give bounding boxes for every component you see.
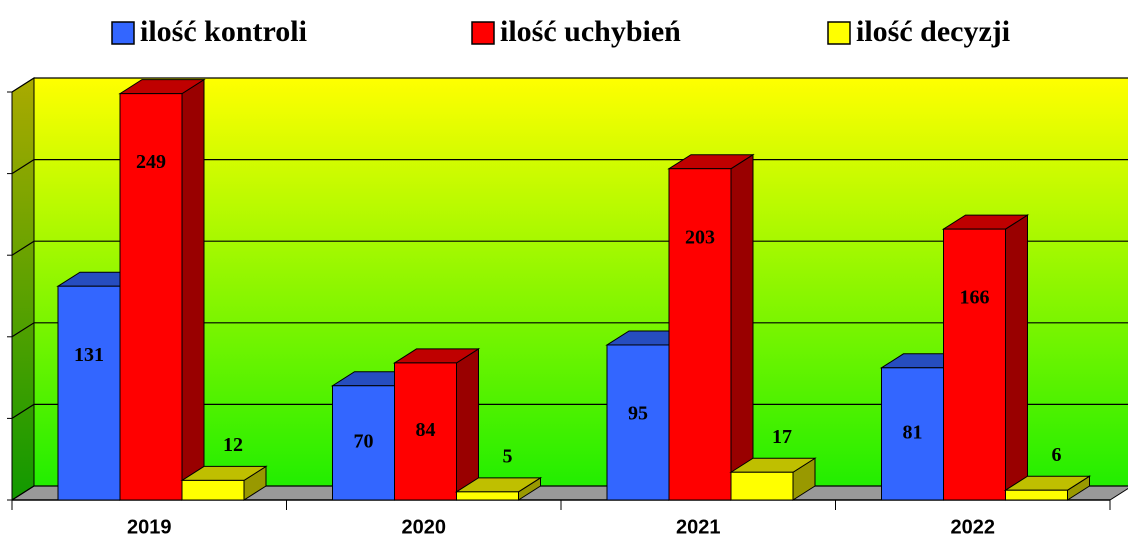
- legend-swatch: [111, 21, 135, 45]
- bar: [392, 348, 481, 501]
- legend-swatch: [471, 21, 495, 45]
- bar-side: [456, 348, 479, 501]
- grid-line: [11, 77, 1128, 93]
- bar: [667, 153, 755, 501]
- bar-front: [881, 367, 944, 501]
- bar: [454, 476, 543, 501]
- data-label: 203: [685, 226, 715, 248]
- bar-front: [57, 285, 121, 501]
- bar-front: [456, 491, 519, 501]
- bar: [1003, 475, 1092, 501]
- data-label: 5: [503, 445, 513, 467]
- data-label: 95: [628, 403, 648, 425]
- legend-label: ilość decyzji: [856, 15, 1010, 48]
- data-label: 249: [136, 151, 166, 173]
- bar: [118, 78, 206, 501]
- bar: [941, 214, 1030, 501]
- grid-line: [11, 159, 1128, 175]
- x-tick-label: 2019: [127, 516, 172, 538]
- bar-front: [730, 471, 794, 501]
- data-label: 17: [772, 426, 792, 448]
- data-label: 131: [74, 344, 104, 366]
- data-label: 84: [416, 419, 436, 441]
- bar: [180, 465, 268, 501]
- bar-front: [1005, 489, 1068, 501]
- data-label: 6: [1052, 444, 1062, 466]
- plot-background: [7, 77, 1128, 501]
- side-wall: [11, 77, 35, 501]
- bar-front: [668, 168, 732, 501]
- bar-front: [119, 93, 183, 501]
- x-tick-label: 2022: [951, 516, 996, 538]
- legend-label: ilość uchybień: [500, 15, 681, 48]
- bar-front: [332, 385, 395, 501]
- bar-side: [1005, 214, 1028, 501]
- data-label: 166: [960, 287, 990, 309]
- data-label: 81: [903, 421, 923, 443]
- bar: [729, 457, 817, 501]
- legend-label: ilość kontroli: [140, 15, 307, 48]
- bar-front: [181, 479, 245, 501]
- x-tick-label: 2020: [402, 516, 447, 538]
- bar-front: [606, 344, 670, 501]
- bar-front: [394, 362, 457, 501]
- bar-side: [181, 78, 205, 501]
- data-label: 70: [354, 430, 374, 452]
- x-tick-label: 2021: [676, 516, 721, 538]
- bar-side: [730, 153, 754, 501]
- bar-front: [943, 228, 1006, 501]
- legend-swatch: [827, 21, 851, 45]
- grid-line: [11, 403, 1128, 419]
- grid-line: [11, 322, 1128, 338]
- grid-line: [11, 240, 1128, 256]
- data-label: 12: [223, 434, 243, 456]
